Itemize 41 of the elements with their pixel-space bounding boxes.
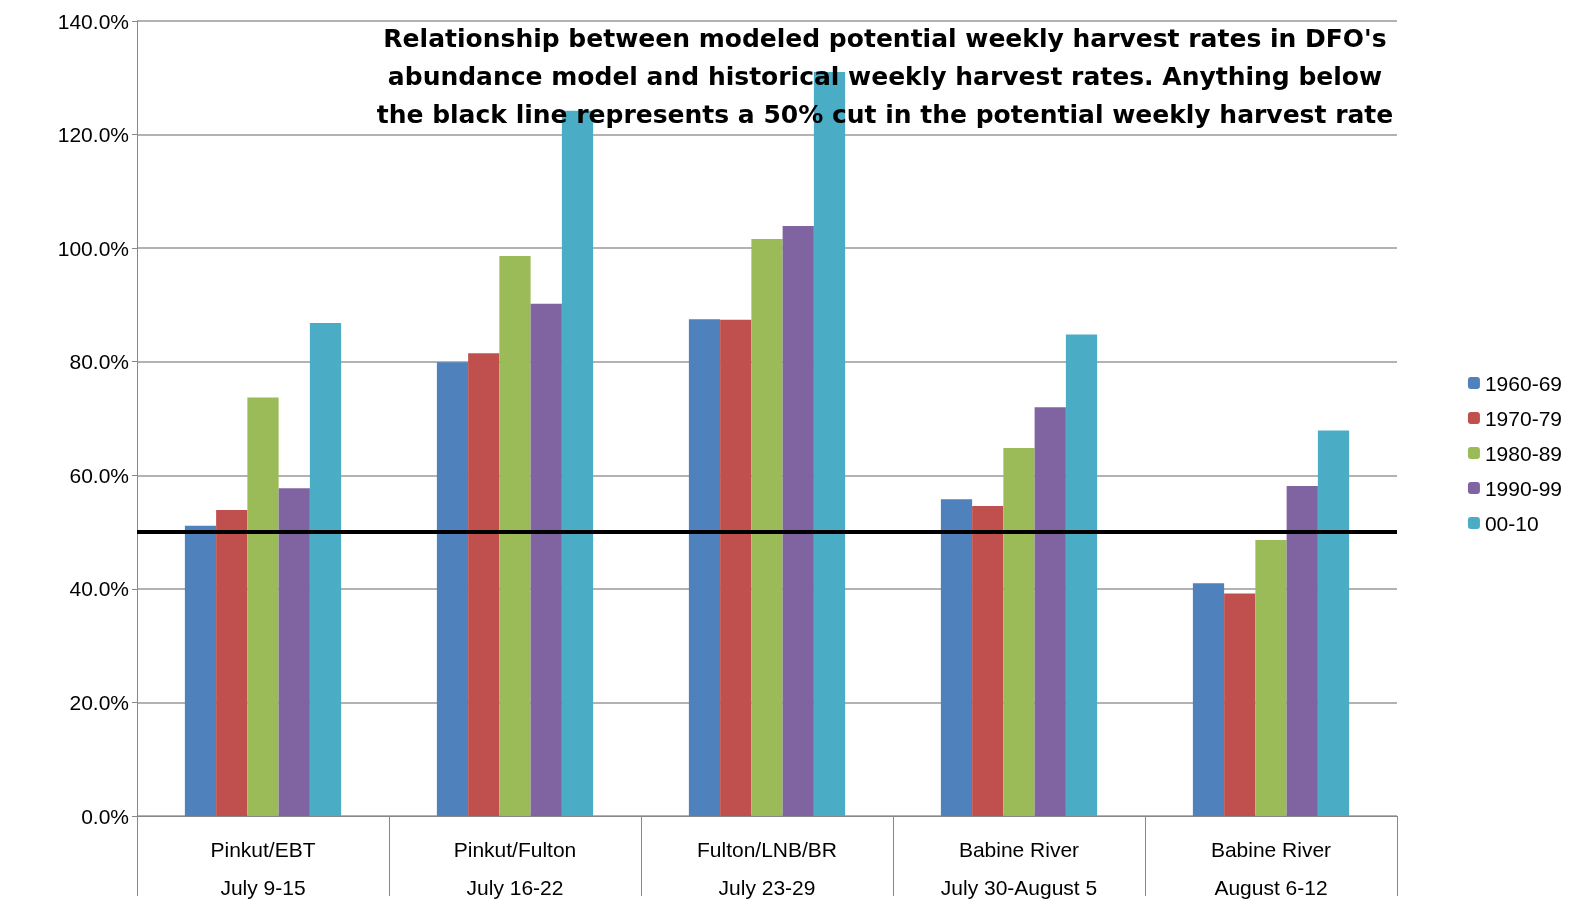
y-tick-label: 60.0% (69, 463, 129, 487)
bar (499, 256, 531, 816)
y-tick-label: 0.0% (81, 804, 129, 828)
y-tick-label: 40.0% (69, 577, 129, 601)
bar (1255, 540, 1287, 816)
x-tick-label: Babine River July 30-August 5 (940, 837, 1098, 899)
bar (972, 505, 1004, 816)
bar (1003, 448, 1035, 816)
bar (216, 509, 248, 816)
legend-label: 1980-89 (1484, 441, 1563, 465)
bar (1317, 430, 1350, 816)
bar (468, 353, 500, 816)
x-tick-label: Pinkut/EBT July 9-15 (210, 837, 316, 899)
y-tick-label: 20.0% (69, 690, 129, 714)
bar (1286, 486, 1318, 816)
bar (782, 226, 814, 816)
bar (247, 397, 279, 816)
bar (1065, 334, 1098, 816)
bar (1034, 407, 1066, 816)
bar (1224, 593, 1256, 816)
legend-label: 1960-69 (1484, 371, 1563, 395)
bar (278, 488, 310, 816)
legend-label: 1990-99 (1484, 476, 1563, 500)
bar (309, 323, 342, 816)
bar (751, 239, 783, 816)
x-tick-label: Babine River August 6-12 (1210, 837, 1332, 899)
y-tick-label: 80.0% (69, 350, 129, 374)
bar (184, 525, 217, 816)
x-tick-label: Pinkut/Fulton July 16-22 (453, 837, 577, 899)
bar (720, 319, 752, 816)
legend-label: 1970-79 (1484, 406, 1563, 430)
bar (688, 319, 721, 816)
bar (436, 362, 469, 816)
y-tick-label: 100.0% (57, 236, 129, 260)
legend-label: 00-10 (1484, 511, 1539, 535)
y-tick-label: 120.0% (57, 123, 129, 147)
bar (940, 499, 973, 816)
x-tick-label: Fulton/LNB/BR July 23-29 (696, 837, 838, 899)
bar (530, 303, 562, 816)
bar (1192, 583, 1225, 816)
y-tick-label: 140.0% (57, 9, 129, 33)
